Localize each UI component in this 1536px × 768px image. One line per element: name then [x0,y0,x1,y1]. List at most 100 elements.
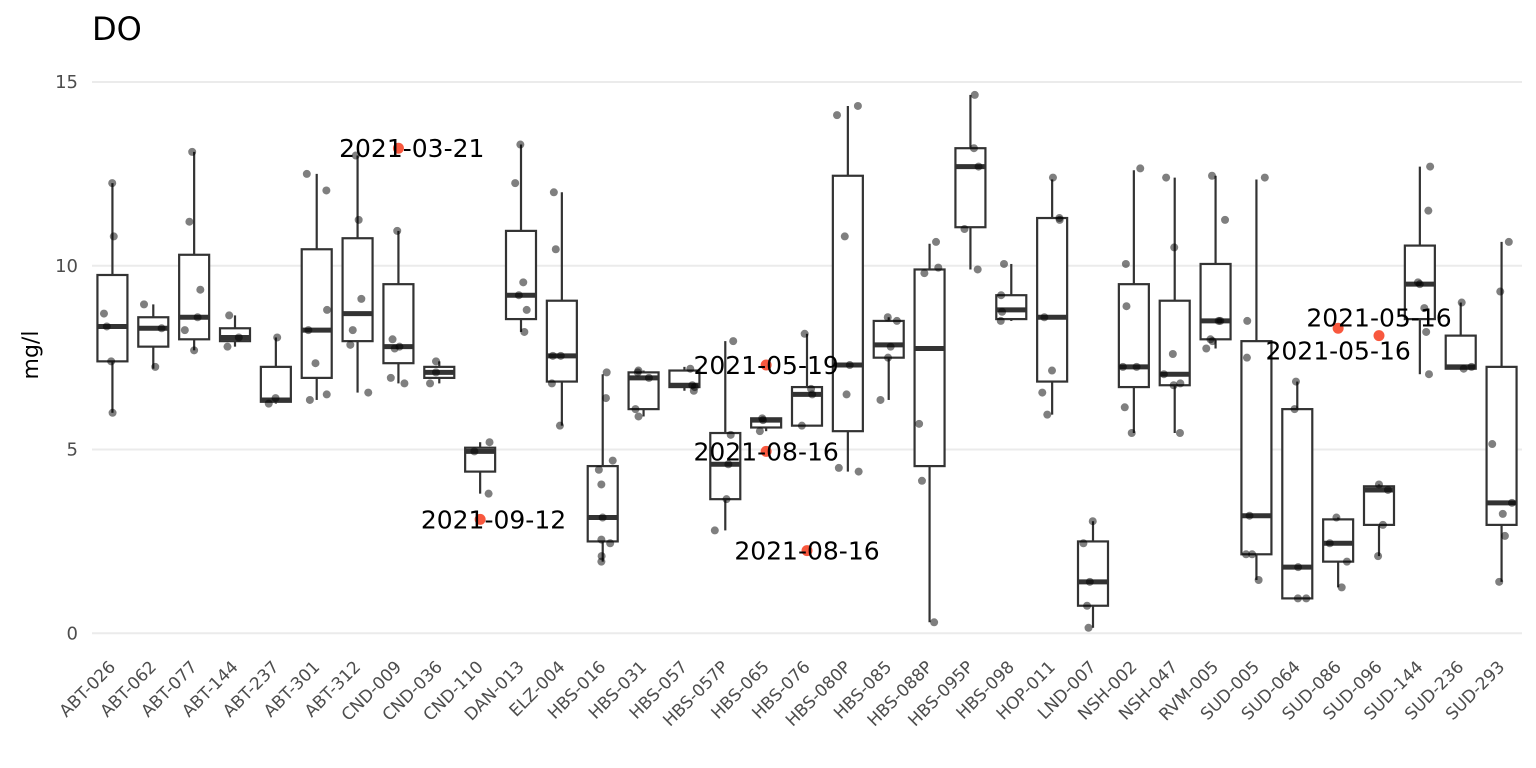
data-point [920,269,929,278]
data-point [1383,485,1392,494]
data-point [970,90,979,99]
box-ABT-312 [341,155,374,393]
data-point [1424,370,1433,379]
data-point [997,291,1006,300]
data-point [1121,259,1130,268]
data-point [710,526,719,535]
data-point [323,305,332,314]
data-point [917,476,926,485]
data-point [304,326,313,335]
data-point [597,535,606,544]
data-point [996,316,1005,325]
data-point [1208,337,1217,346]
data-points [99,90,1516,632]
data-point [1176,379,1185,388]
data-point [1085,577,1094,586]
data-point [1136,164,1145,173]
data-point [273,333,282,342]
data-point [1378,520,1387,529]
outlier-point [760,445,772,457]
data-point [302,169,311,178]
data-point [520,327,529,336]
data-point [930,618,939,627]
data-point [1457,298,1466,307]
data-point [724,460,733,469]
y-tick-label-5: 5 [67,440,78,461]
iqr-box [954,147,987,229]
data-point [364,388,373,397]
data-point [932,237,941,246]
outlier-date-label: 2021-05-16 [1306,303,1451,332]
data-point [1202,344,1211,353]
data-point [1048,173,1057,182]
y-tick-label-10: 10 [55,256,78,277]
y-tick-label-0: 0 [67,623,78,644]
data-point [354,215,363,224]
iqr-box [1199,262,1232,341]
data-point [225,311,234,320]
box-CND-110 [464,442,497,494]
data-point [601,394,610,403]
box-HOP-011 [1036,179,1069,415]
data-point [393,226,402,235]
data-point [351,151,360,160]
data-point [322,390,331,399]
data-point [840,232,849,241]
iqr-box [1117,283,1150,389]
highlighted-outliers: 2021-03-21 2021-09-12 2021-05-19 2021-08-16… [339,134,1452,565]
iqr-box [1036,216,1069,383]
data-point [633,368,642,377]
box-ABT-144 [218,315,252,347]
data-point [969,144,978,153]
data-point [602,368,611,377]
data-point [1422,327,1431,336]
data-point [1055,215,1064,224]
box-HBS-016 [586,374,619,562]
data-point [1374,480,1383,489]
data-point [516,140,525,149]
data-point [102,322,111,331]
data-point [348,326,357,335]
x-axis-ticks: ABT-026ABT-062ABT-077ABT-144ABT-237ABT-3… [56,657,1509,730]
data-point [1302,594,1311,603]
data-point [484,489,493,498]
data-point [180,326,189,335]
iqr-box [831,174,864,433]
data-point [876,395,885,404]
outlier-date-label: 2021-08-16 [734,537,879,566]
data-point [606,539,615,548]
data-point [1260,173,1269,182]
outlier-date-label: 2021-03-21 [339,134,484,163]
data-point [1083,601,1092,610]
data-point [432,357,441,366]
data-point [109,232,118,241]
data-point [1122,302,1131,311]
outlier-date-label: 2021-09-12 [421,505,566,534]
data-point [854,467,863,476]
data-point [1048,366,1057,375]
data-point [386,373,395,382]
data-point [1168,350,1177,358]
data-point [1467,362,1476,371]
data-point [185,217,194,226]
data-point [1291,377,1300,386]
data-point [151,362,160,371]
data-point [390,344,399,353]
data-point [833,111,842,120]
data-point [608,456,617,465]
y-tick-label-15: 15 [55,72,78,93]
data-point [548,351,557,360]
data-point [1293,594,1302,603]
data-point [729,337,738,346]
data-point [1504,237,1513,246]
data-point [1242,550,1251,559]
data-point [998,307,1007,316]
iqr-box [96,273,129,363]
data-point [934,263,943,272]
data-point [1424,206,1433,215]
iqr-box [545,299,578,383]
data-point [400,379,409,388]
data-point [973,265,982,274]
